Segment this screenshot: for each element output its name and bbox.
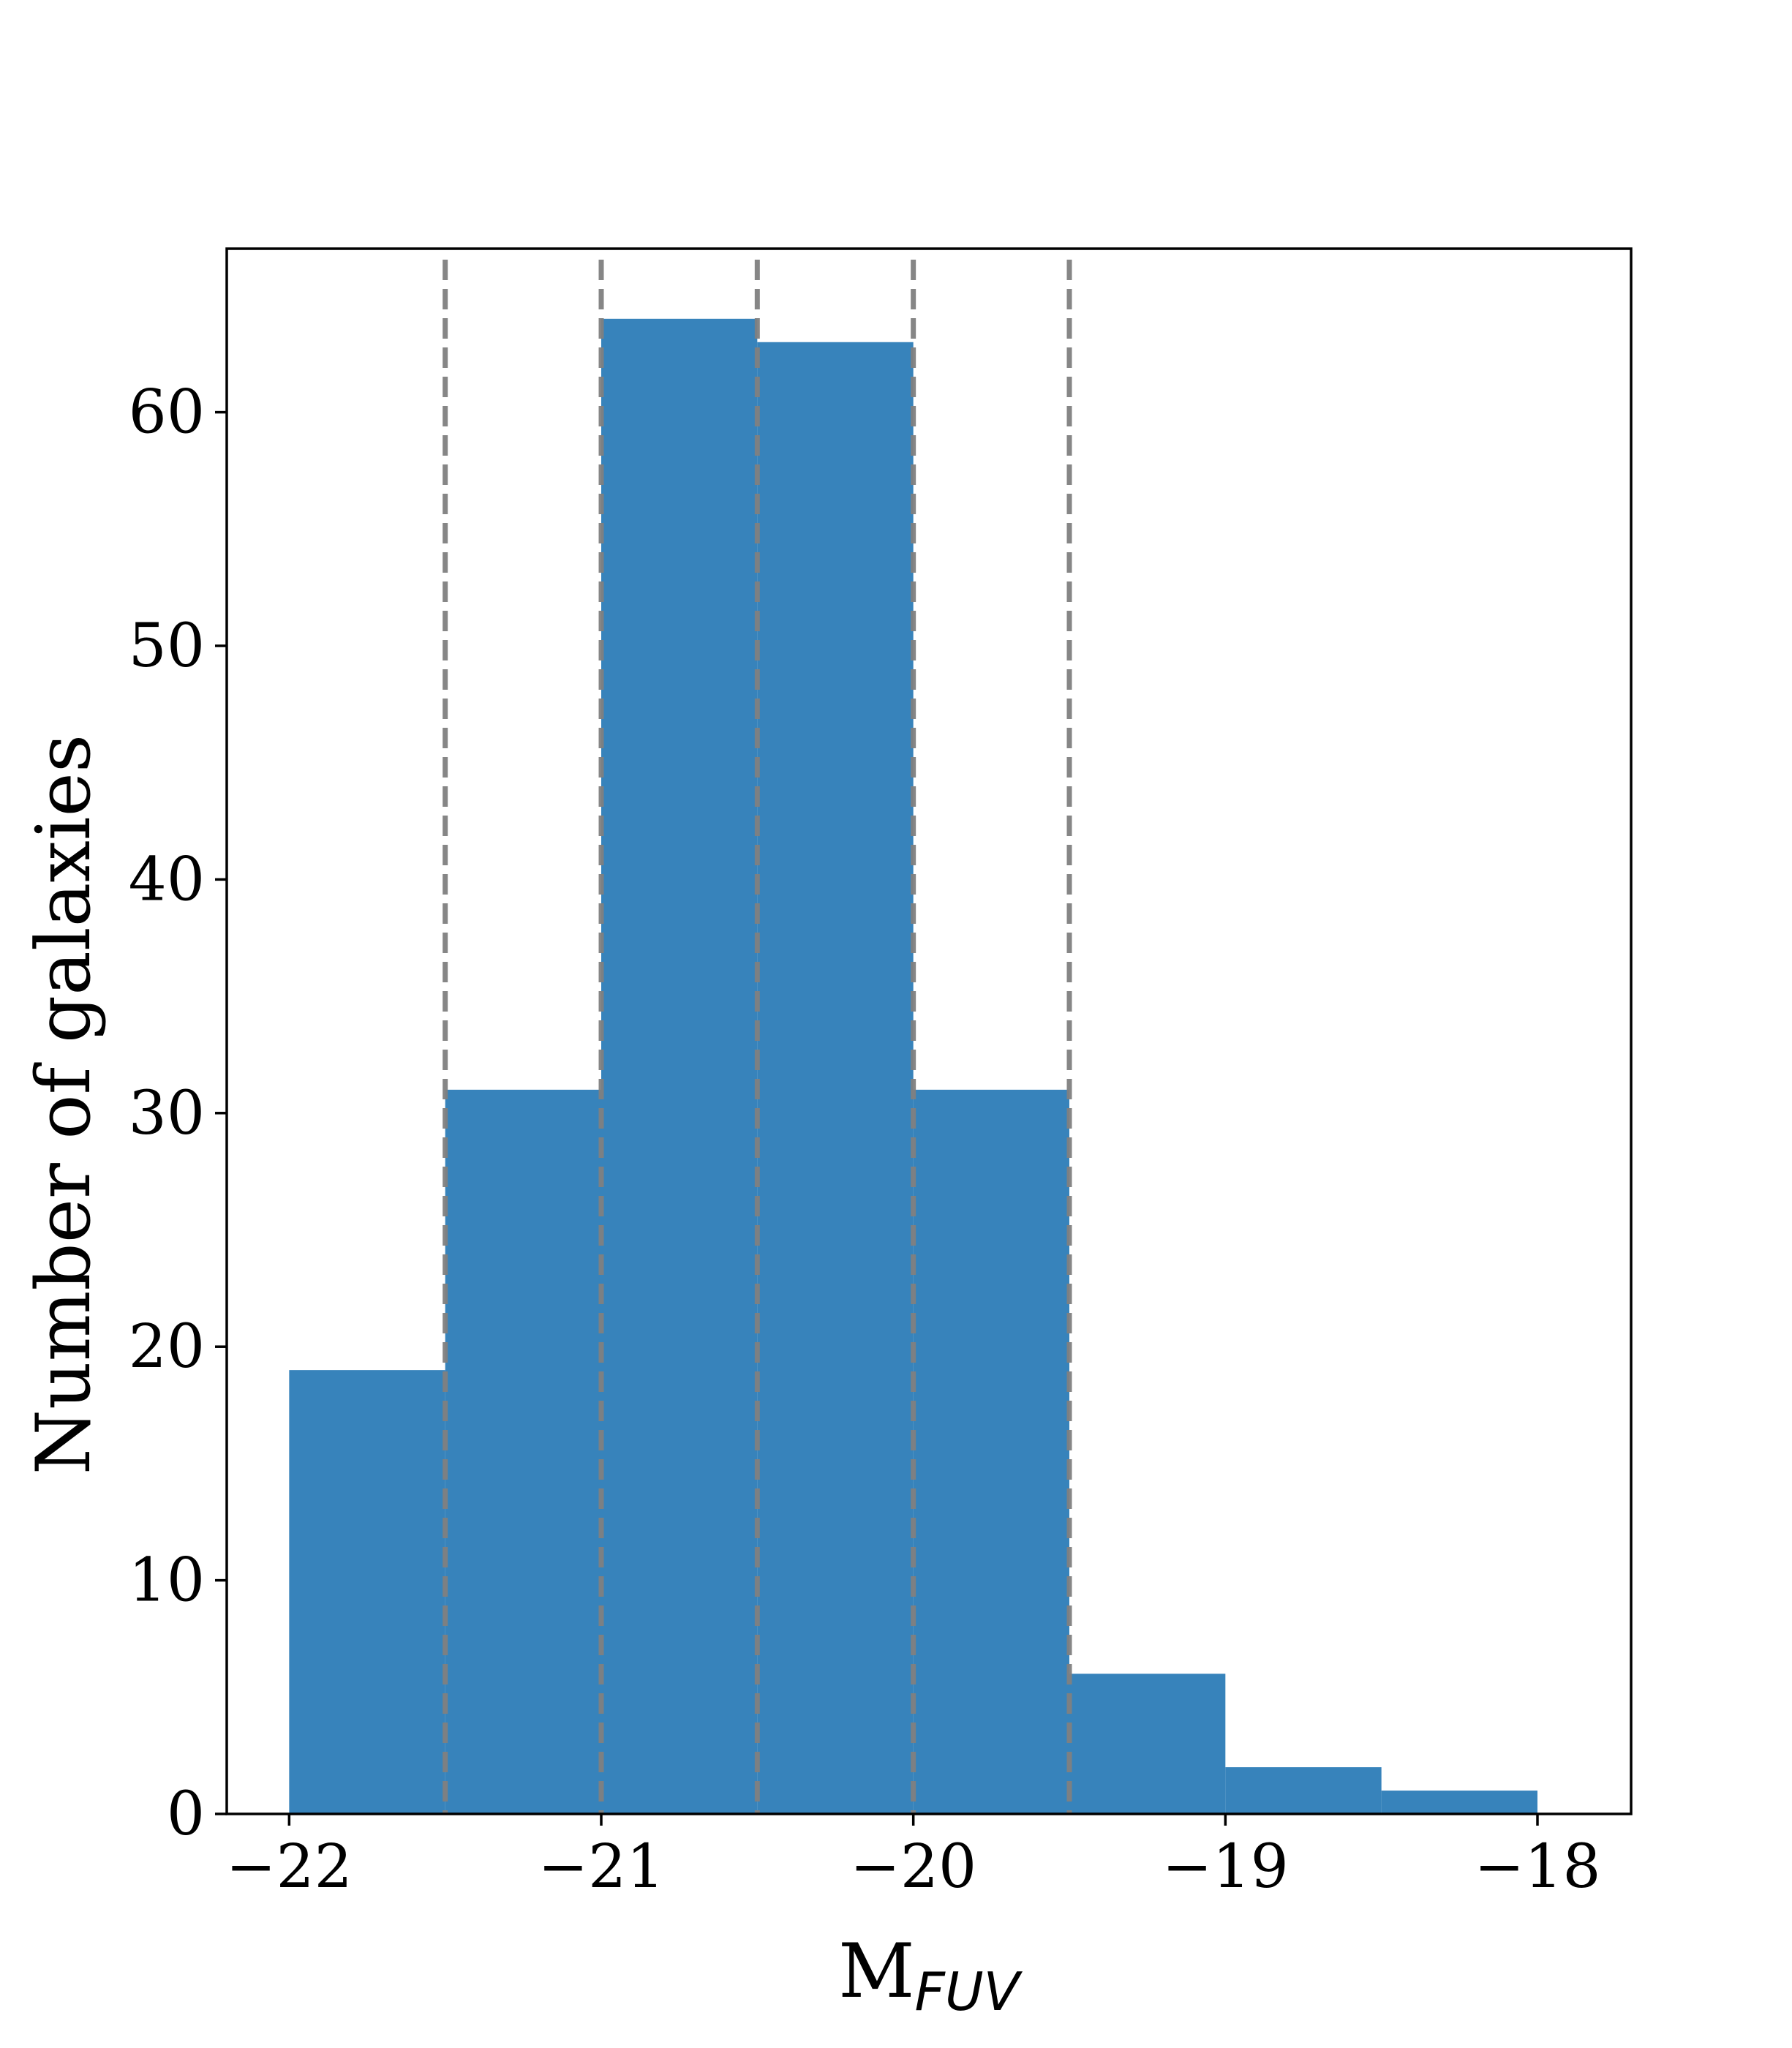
x-tick-label: −20: [850, 1832, 976, 1902]
x-tick-label: −21: [538, 1832, 664, 1902]
x-axis-label-subscript: FUV: [915, 1961, 1023, 2022]
histogram-bar: [1069, 1674, 1226, 1814]
x-axis-label: MFUV: [838, 1928, 1023, 2022]
axis-ticks: [215, 410, 1539, 1826]
x-tick-label: −19: [1162, 1832, 1289, 1902]
bars-group: [289, 318, 1537, 1814]
histogram-bar: [1225, 1767, 1382, 1814]
plot-frame: [225, 247, 1633, 1815]
histogram-bar: [601, 318, 758, 1814]
bin-edge-lines: [443, 260, 1072, 1814]
y-tick-label: 10: [129, 1546, 205, 1616]
y-tick-label: 30: [129, 1079, 205, 1148]
histogram-bar: [1381, 1791, 1537, 1814]
y-tick-label: 0: [167, 1780, 205, 1849]
y-tick-label: 50: [129, 611, 205, 681]
y-tick-label: 20: [129, 1312, 205, 1382]
y-tick-labels: 0 10 20 30 40 50 60: [129, 378, 205, 1849]
y-tick-label: 40: [129, 845, 205, 914]
histogram-bar: [913, 1089, 1069, 1814]
x-tick-label: −18: [1474, 1832, 1600, 1902]
y-tick-label: 60: [129, 378, 205, 448]
histogram-bar: [757, 342, 914, 1814]
histogram-bar: [445, 1089, 601, 1814]
x-tick-label: −22: [226, 1832, 353, 1902]
x-axis-label-main: M: [838, 1928, 914, 2015]
x-tick-labels: −22 −21 −20 −19 −18: [226, 1832, 1601, 1902]
y-axis-label: Number of galaxies: [20, 734, 108, 1475]
histogram-bar: [289, 1370, 445, 1814]
